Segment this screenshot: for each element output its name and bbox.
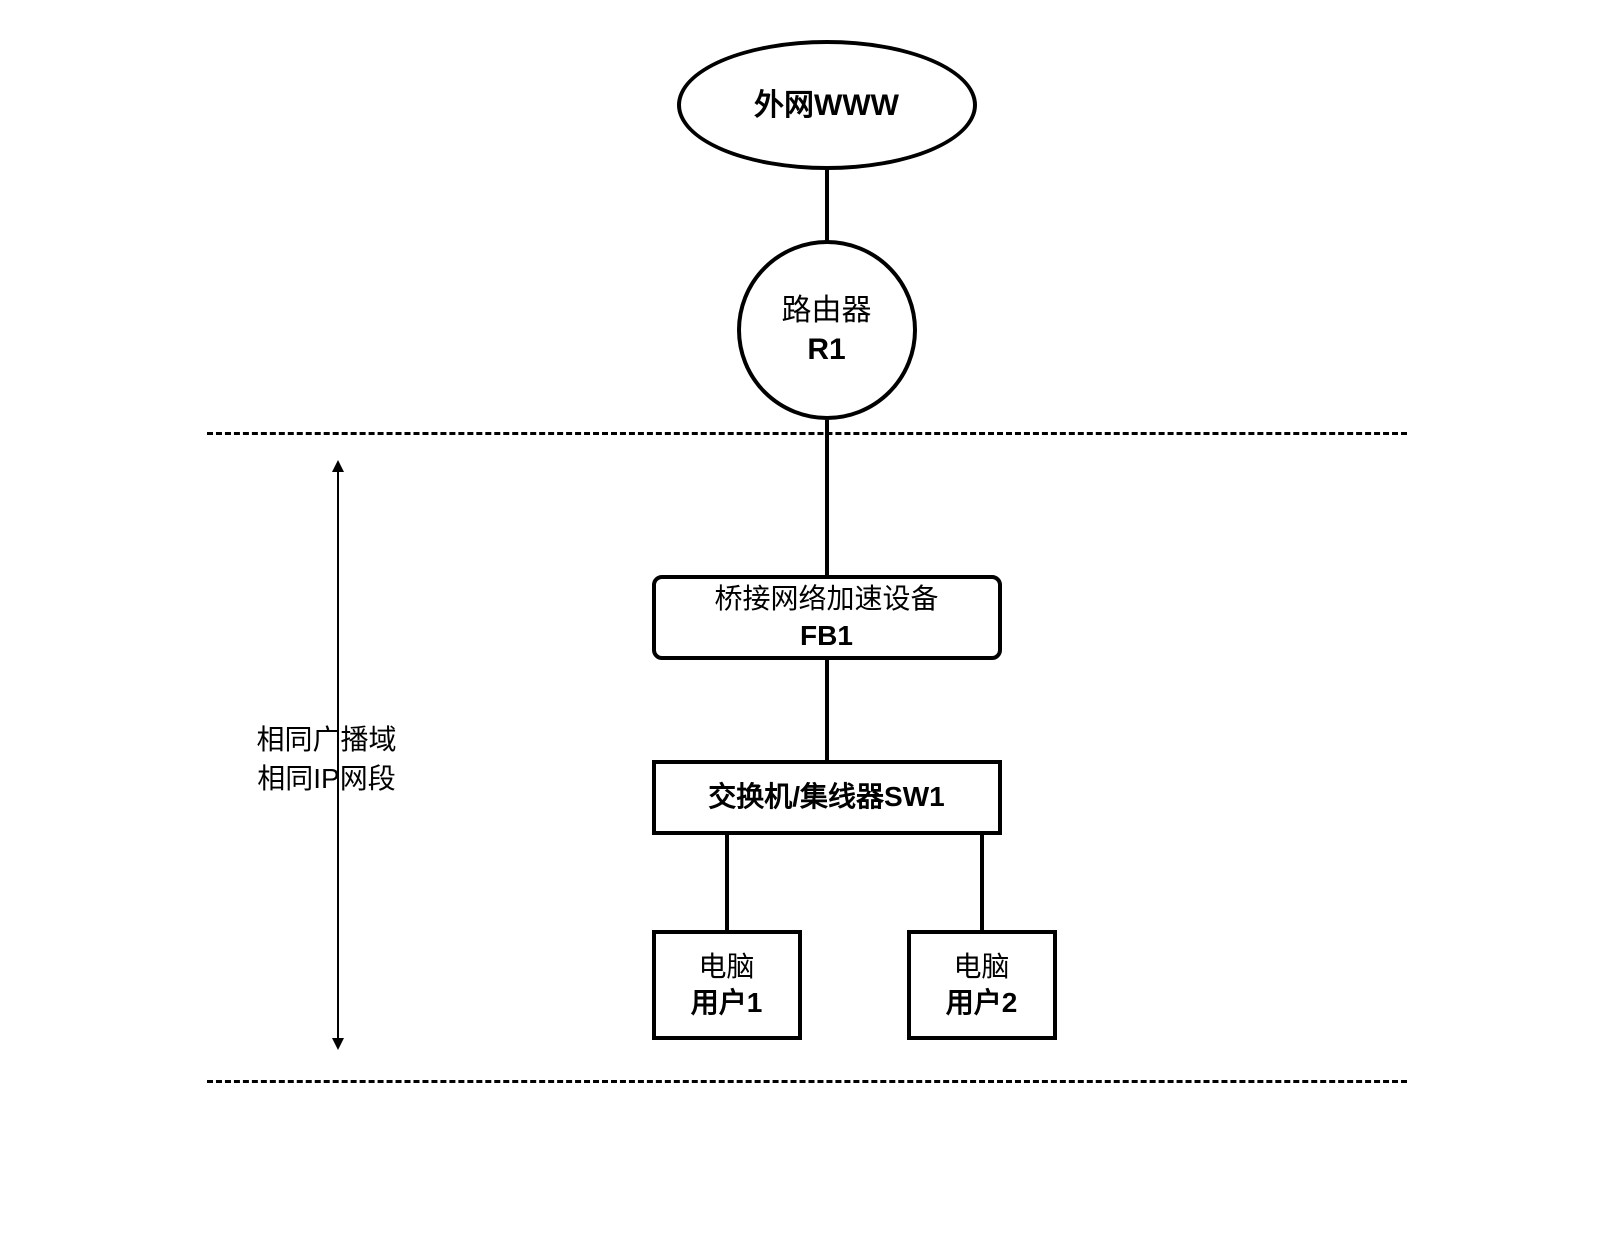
dashed-divider-0 xyxy=(207,432,1407,435)
range-arrow-head-up xyxy=(332,460,344,472)
node-cloud-label: 外网WWW xyxy=(754,86,899,125)
edge-router-bridge xyxy=(825,420,829,577)
node-pc2-label2: 用户2 xyxy=(946,985,1018,1021)
range-arrow-line xyxy=(337,470,339,1040)
edge-switch-pc2 xyxy=(980,835,984,932)
node-pc1: 电脑用户1 xyxy=(652,930,802,1040)
broadcast-domain-label: 相同广播域相同IP网段 xyxy=(257,720,397,798)
node-bridge-label1: 桥接网络加速设备 xyxy=(714,581,938,617)
node-bridge: 桥接网络加速设备FB1 xyxy=(652,575,1002,660)
broadcast-domain-label-line1: 相同广播域 xyxy=(257,720,397,759)
node-pc2: 电脑用户2 xyxy=(907,930,1057,1040)
node-bridge-label2: FB1 xyxy=(800,618,853,654)
node-pc1-label1: 电脑 xyxy=(698,949,754,985)
node-router-label2: R1 xyxy=(807,330,845,369)
edge-bridge-switch xyxy=(825,660,829,762)
node-switch-label: 交换机/集线器SW1 xyxy=(708,779,944,815)
edge-switch-pc1 xyxy=(725,835,729,932)
edge-cloud-router xyxy=(825,170,829,242)
dashed-divider-1 xyxy=(207,1080,1407,1083)
node-router: 路由器R1 xyxy=(737,240,917,420)
range-arrow-head-down xyxy=(332,1038,344,1050)
network-diagram: 外网WWW路由器R1桥接网络加速设备FB1交换机/集线器SW1电脑用户1电脑用户… xyxy=(207,20,1407,1120)
broadcast-domain-label-line2: 相同IP网段 xyxy=(257,759,397,798)
node-pc1-label2: 用户1 xyxy=(691,985,763,1021)
node-pc2-label1: 电脑 xyxy=(953,949,1009,985)
node-cloud: 外网WWW xyxy=(677,40,977,170)
node-switch: 交换机/集线器SW1 xyxy=(652,760,1002,835)
node-router-label1: 路由器 xyxy=(782,291,872,330)
